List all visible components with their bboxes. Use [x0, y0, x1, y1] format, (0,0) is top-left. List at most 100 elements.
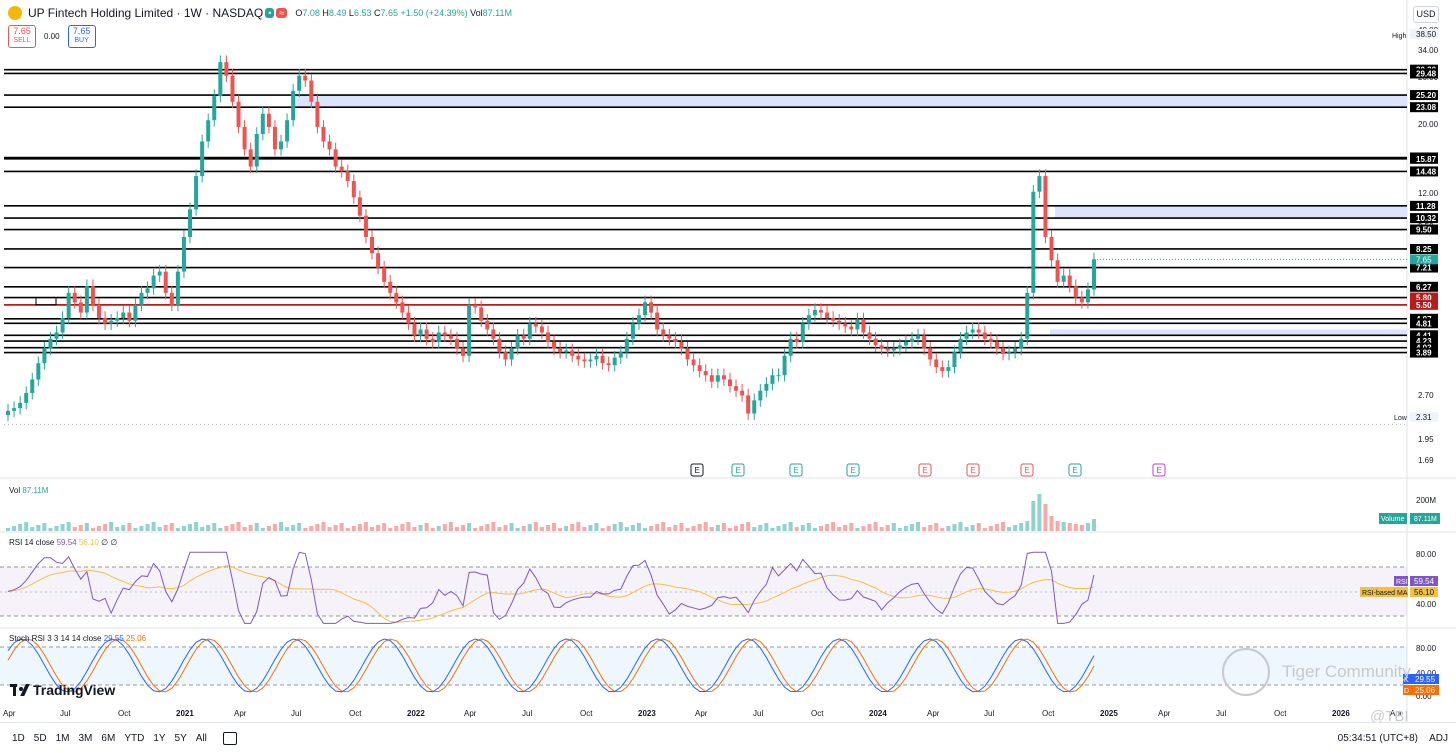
level-tag: [1410, 200, 1438, 211]
low-label: Low: [1394, 415, 1408, 422]
candle-body: [163, 271, 168, 293]
buy-button[interactable]: 7.65 BUY: [67, 25, 96, 48]
tradingview-mark-icon: [10, 684, 30, 696]
symbol-title[interactable]: UP Fintech Holding Limited · 1W · NASDAQ: [28, 6, 264, 20]
time-axis-label: 2026: [1332, 709, 1350, 718]
volume-bar: [552, 523, 557, 531]
candle-body: [285, 120, 290, 142]
volume-bar: [746, 522, 751, 531]
candle-body: [843, 323, 848, 327]
volume-bar: [800, 525, 805, 531]
tradingview-logo: TradingView: [10, 682, 115, 698]
candle-body: [1055, 260, 1060, 282]
earnings-marker-label: E: [1025, 466, 1030, 475]
candle-body: [570, 350, 575, 356]
volume-bar: [151, 522, 156, 531]
timeframe-5d[interactable]: 5D: [33, 732, 47, 744]
timeframe-1y[interactable]: 1Y: [153, 732, 166, 744]
time-axis-label: 2024: [869, 709, 887, 718]
earnings-marker-label: E: [971, 466, 976, 475]
earnings-marker: [1068, 463, 1082, 477]
volume-bar: [72, 527, 77, 531]
time-axis-label: 2021: [176, 709, 194, 718]
volume-bar: [181, 526, 186, 531]
volume-bar: [30, 527, 35, 531]
stoch-tick: 80.00: [1416, 644, 1437, 653]
volume-bar: [624, 527, 629, 531]
volume-bar: [279, 522, 284, 531]
volume-bar: [394, 526, 399, 531]
volume-bar: [928, 525, 933, 531]
candle-body: [612, 357, 617, 366]
time-axis-label: Oct: [1042, 709, 1055, 718]
time-axis-label: Apr: [234, 709, 247, 718]
timeframe-6m[interactable]: 6M: [101, 732, 116, 744]
volume-bar: [970, 525, 975, 531]
timeframe-1m[interactable]: 1M: [55, 732, 70, 744]
sell-button[interactable]: 7.65 SELL: [8, 25, 36, 48]
timeframe-1d[interactable]: 1D: [12, 732, 25, 744]
candle-body: [509, 348, 514, 360]
volume-bar: [430, 528, 435, 531]
volume-bar: [636, 523, 641, 531]
candle-body: [430, 338, 435, 343]
volume-bar: [752, 527, 757, 531]
volume-bar: [576, 522, 581, 531]
candle-body: [1061, 275, 1066, 282]
level-tag: [1410, 90, 1438, 101]
zone-1: [1055, 205, 1407, 219]
watermark-logo-icon: [1222, 648, 1270, 696]
candle-body: [60, 317, 65, 333]
candle-body: [539, 326, 544, 333]
volume-bar: [345, 528, 350, 531]
adj-toggle[interactable]: ADJ: [1429, 732, 1448, 744]
earnings-marker-label: E: [695, 466, 700, 475]
price-tick-label: 2.70: [1418, 391, 1434, 400]
timeframe-5y[interactable]: 5Y: [174, 732, 187, 744]
volume-bar: [351, 526, 356, 531]
volume-bar: [794, 527, 799, 531]
candle-body: [351, 181, 356, 198]
level-tag-label: 15.87: [1416, 155, 1437, 164]
volume-bar: [448, 522, 453, 531]
volume-bar: [1013, 525, 1018, 531]
timeframe-ytd[interactable]: YTD: [124, 732, 145, 744]
candle-body: [406, 312, 411, 324]
market-status-icon: •: [265, 8, 275, 18]
level-tag: [1410, 213, 1438, 224]
calendar-icon[interactable]: [222, 731, 237, 745]
candle-body: [588, 359, 593, 362]
candle-body: [709, 375, 714, 382]
stoch-pane-label: Stoch RSI 3 3 14 14 close 29.55 25.06: [9, 634, 147, 643]
stoch-k-value-label: 29.55: [1415, 675, 1436, 684]
volume-bar: [18, 524, 23, 531]
level-tag: [1410, 299, 1438, 310]
level-tag-label: 8.25: [1416, 245, 1432, 254]
candle-body: [527, 323, 532, 339]
volume-bar: [982, 528, 987, 531]
volume-bar: [272, 524, 277, 531]
volume-bar: [661, 522, 666, 531]
volume-bar: [48, 528, 53, 531]
candle-body: [1079, 297, 1084, 303]
volume-bar: [388, 528, 393, 531]
rsi-line: [7, 551, 1095, 624]
volume-bar: [673, 525, 678, 531]
candle-body: [272, 126, 277, 150]
volume-bar: [727, 528, 732, 531]
volume-bar: [163, 525, 168, 531]
volume-bar: [479, 526, 484, 531]
earnings-marker: [918, 463, 932, 477]
timeframe-all[interactable]: All: [195, 732, 207, 744]
level-tag-label: 5.50: [1416, 301, 1432, 310]
currency-button[interactable]: USD: [1413, 6, 1439, 23]
candle-body: [952, 352, 957, 368]
timeframe-3m[interactable]: 3M: [78, 732, 93, 744]
time-axis-label: Apr: [3, 709, 16, 718]
volume-value-tag: [1410, 513, 1440, 524]
rsi-tag: [1394, 576, 1408, 586]
candle-body: [861, 319, 866, 333]
volume-bar: [315, 524, 320, 531]
candle-body: [1049, 236, 1054, 261]
